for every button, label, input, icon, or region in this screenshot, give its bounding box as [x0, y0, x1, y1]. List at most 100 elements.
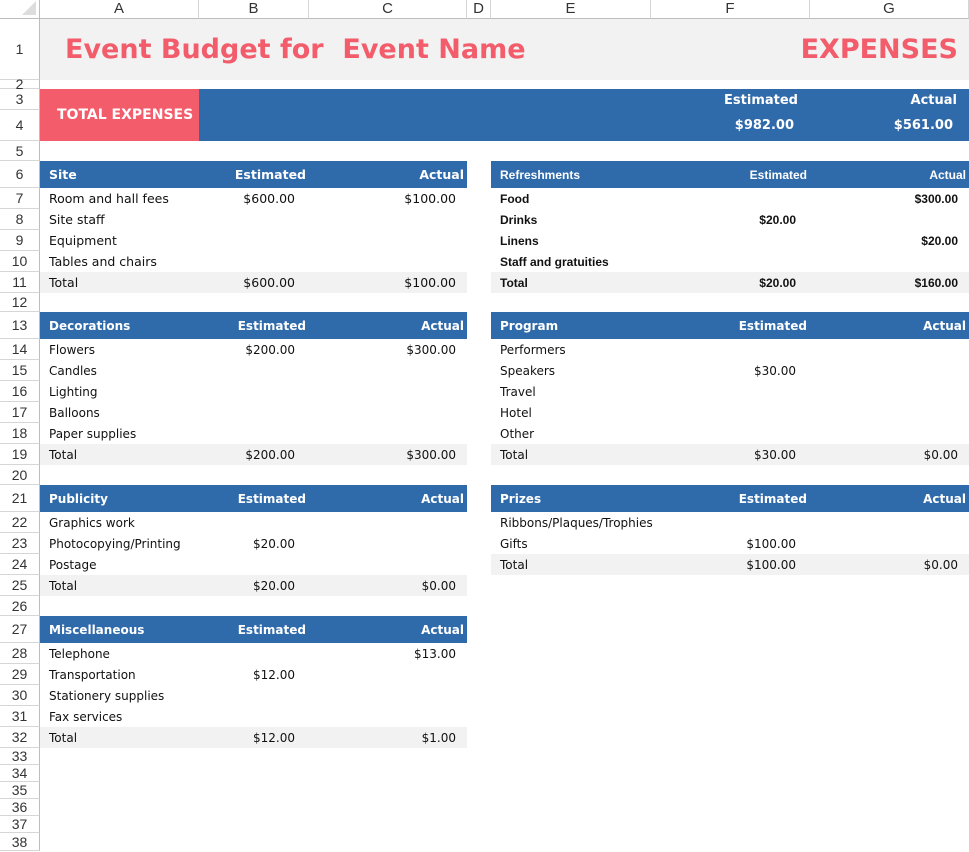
item-estimated[interactable]: [199, 402, 309, 423]
item-actual[interactable]: [309, 533, 467, 554]
item-estimated[interactable]: [651, 188, 810, 209]
summary-estimated-value[interactable]: $982.00: [734, 118, 794, 133]
row-header-7[interactable]: 7: [0, 188, 40, 209]
item-label[interactable]: Travel: [500, 384, 536, 399]
row-header-22[interactable]: 22: [0, 512, 40, 533]
item-actual[interactable]: [309, 554, 467, 575]
row-header-29[interactable]: 29: [0, 664, 40, 685]
row-header-30[interactable]: 30: [0, 685, 40, 706]
page-title[interactable]: Event Budget for Event Name: [65, 34, 526, 65]
total-actual[interactable]: $0.00: [810, 444, 969, 465]
item-label[interactable]: Photocopying/Printing: [49, 536, 181, 551]
total-label[interactable]: Total: [40, 727, 199, 748]
item-estimated[interactable]: [199, 685, 309, 706]
item-estimated[interactable]: [199, 381, 309, 402]
column-header-D[interactable]: D: [467, 0, 491, 19]
summary-actual-label[interactable]: Actual: [910, 93, 957, 108]
item-estimated[interactable]: $30.00: [754, 363, 796, 378]
item-estimated[interactable]: [199, 512, 309, 533]
item-estimated[interactable]: [199, 360, 309, 381]
item-actual[interactable]: [309, 209, 467, 230]
row-header-11[interactable]: 11: [0, 272, 40, 293]
item-label[interactable]: Performers: [500, 342, 566, 357]
actual-header[interactable]: Actual: [309, 616, 467, 643]
row-header-10[interactable]: 10: [0, 251, 40, 272]
item-estimated[interactable]: [199, 643, 309, 664]
item-label[interactable]: Food: [500, 191, 530, 206]
estimated-header[interactable]: Estimated: [199, 616, 309, 643]
item-actual[interactable]: $13.00: [414, 646, 456, 661]
section-title[interactable]: Publicity: [40, 485, 199, 512]
item-label[interactable]: Linens: [500, 233, 539, 248]
row-header-14[interactable]: 14: [0, 339, 40, 360]
column-header-A[interactable]: A: [40, 0, 199, 19]
actual-header[interactable]: Actual: [309, 485, 467, 512]
row-header-8[interactable]: 8: [0, 209, 40, 230]
total-estimated[interactable]: $20.00: [199, 575, 309, 596]
item-estimated[interactable]: [199, 706, 309, 727]
item-actual[interactable]: $100.00: [404, 191, 456, 206]
item-actual[interactable]: [810, 512, 969, 533]
item-label[interactable]: Speakers: [500, 363, 556, 378]
item-label[interactable]: Flowers: [49, 342, 95, 357]
item-estimated[interactable]: [651, 512, 810, 533]
item-label[interactable]: Transportation: [49, 667, 136, 682]
actual-header[interactable]: Actual: [309, 161, 467, 188]
row-header-25[interactable]: 25: [0, 575, 40, 596]
total-estimated[interactable]: $12.00: [199, 727, 309, 748]
total-actual[interactable]: $0.00: [810, 554, 969, 575]
section-title[interactable]: Decorations: [40, 312, 199, 339]
item-actual[interactable]: [309, 664, 467, 685]
row-header-28[interactable]: 28: [0, 643, 40, 664]
row-header-32[interactable]: 32: [0, 727, 40, 748]
row-header-9[interactable]: 9: [0, 230, 40, 251]
row-header-3[interactable]: 3: [0, 89, 40, 110]
column-header-B[interactable]: B: [199, 0, 309, 19]
item-label[interactable]: Hotel: [500, 405, 532, 420]
row-header-1[interactable]: 1: [0, 19, 40, 80]
total-label[interactable]: Total: [40, 444, 199, 465]
total-estimated[interactable]: $200.00: [199, 444, 309, 465]
row-header-23[interactable]: 23: [0, 533, 40, 554]
item-estimated[interactable]: $600.00: [243, 191, 295, 206]
estimated-header[interactable]: Estimated: [199, 312, 309, 339]
item-estimated[interactable]: [199, 423, 309, 444]
actual-header[interactable]: Actual: [810, 485, 969, 512]
total-label[interactable]: Total: [40, 272, 199, 293]
item-actual[interactable]: [309, 423, 467, 444]
item-label[interactable]: Paper supplies: [49, 426, 137, 441]
total-estimated[interactable]: $30.00: [651, 444, 810, 465]
item-actual[interactable]: $300.00: [914, 191, 958, 206]
section-title[interactable]: Miscellaneous: [40, 616, 199, 643]
total-estimated[interactable]: $20.00: [651, 272, 810, 293]
summary-estimated-label[interactable]: Estimated: [724, 93, 798, 108]
row-header-24[interactable]: 24: [0, 554, 40, 575]
item-estimated[interactable]: [651, 402, 810, 423]
total-actual[interactable]: $100.00: [309, 272, 467, 293]
row-header-31[interactable]: 31: [0, 706, 40, 727]
total-estimated[interactable]: $100.00: [651, 554, 810, 575]
item-estimated[interactable]: $20.00: [253, 536, 295, 551]
row-header-37[interactable]: 37: [0, 816, 40, 833]
row-header-26[interactable]: 26: [0, 596, 40, 616]
row-header-34[interactable]: 34: [0, 765, 40, 782]
row-header-15[interactable]: 15: [0, 360, 40, 381]
item-actual[interactable]: [810, 402, 969, 423]
select-all-corner[interactable]: [0, 0, 40, 19]
row-header-35[interactable]: 35: [0, 782, 40, 799]
item-label[interactable]: Postage: [49, 557, 97, 572]
item-estimated[interactable]: $20.00: [759, 212, 796, 227]
item-actual[interactable]: [309, 402, 467, 423]
row-header-19[interactable]: 19: [0, 444, 40, 465]
section-title[interactable]: Site: [40, 161, 199, 188]
item-actual[interactable]: [309, 360, 467, 381]
item-label[interactable]: Site staff: [49, 212, 105, 227]
row-header-36[interactable]: 36: [0, 799, 40, 816]
column-header-F[interactable]: F: [651, 0, 810, 19]
row-header-38[interactable]: 38: [0, 833, 40, 851]
item-label[interactable]: Room and hall fees: [49, 191, 169, 206]
row-header-5[interactable]: 5: [0, 141, 40, 161]
estimated-header[interactable]: Estimated: [651, 312, 810, 339]
item-label[interactable]: Ribbons/Plaques/Trophies: [500, 515, 653, 530]
item-label[interactable]: Telephone: [49, 646, 110, 661]
